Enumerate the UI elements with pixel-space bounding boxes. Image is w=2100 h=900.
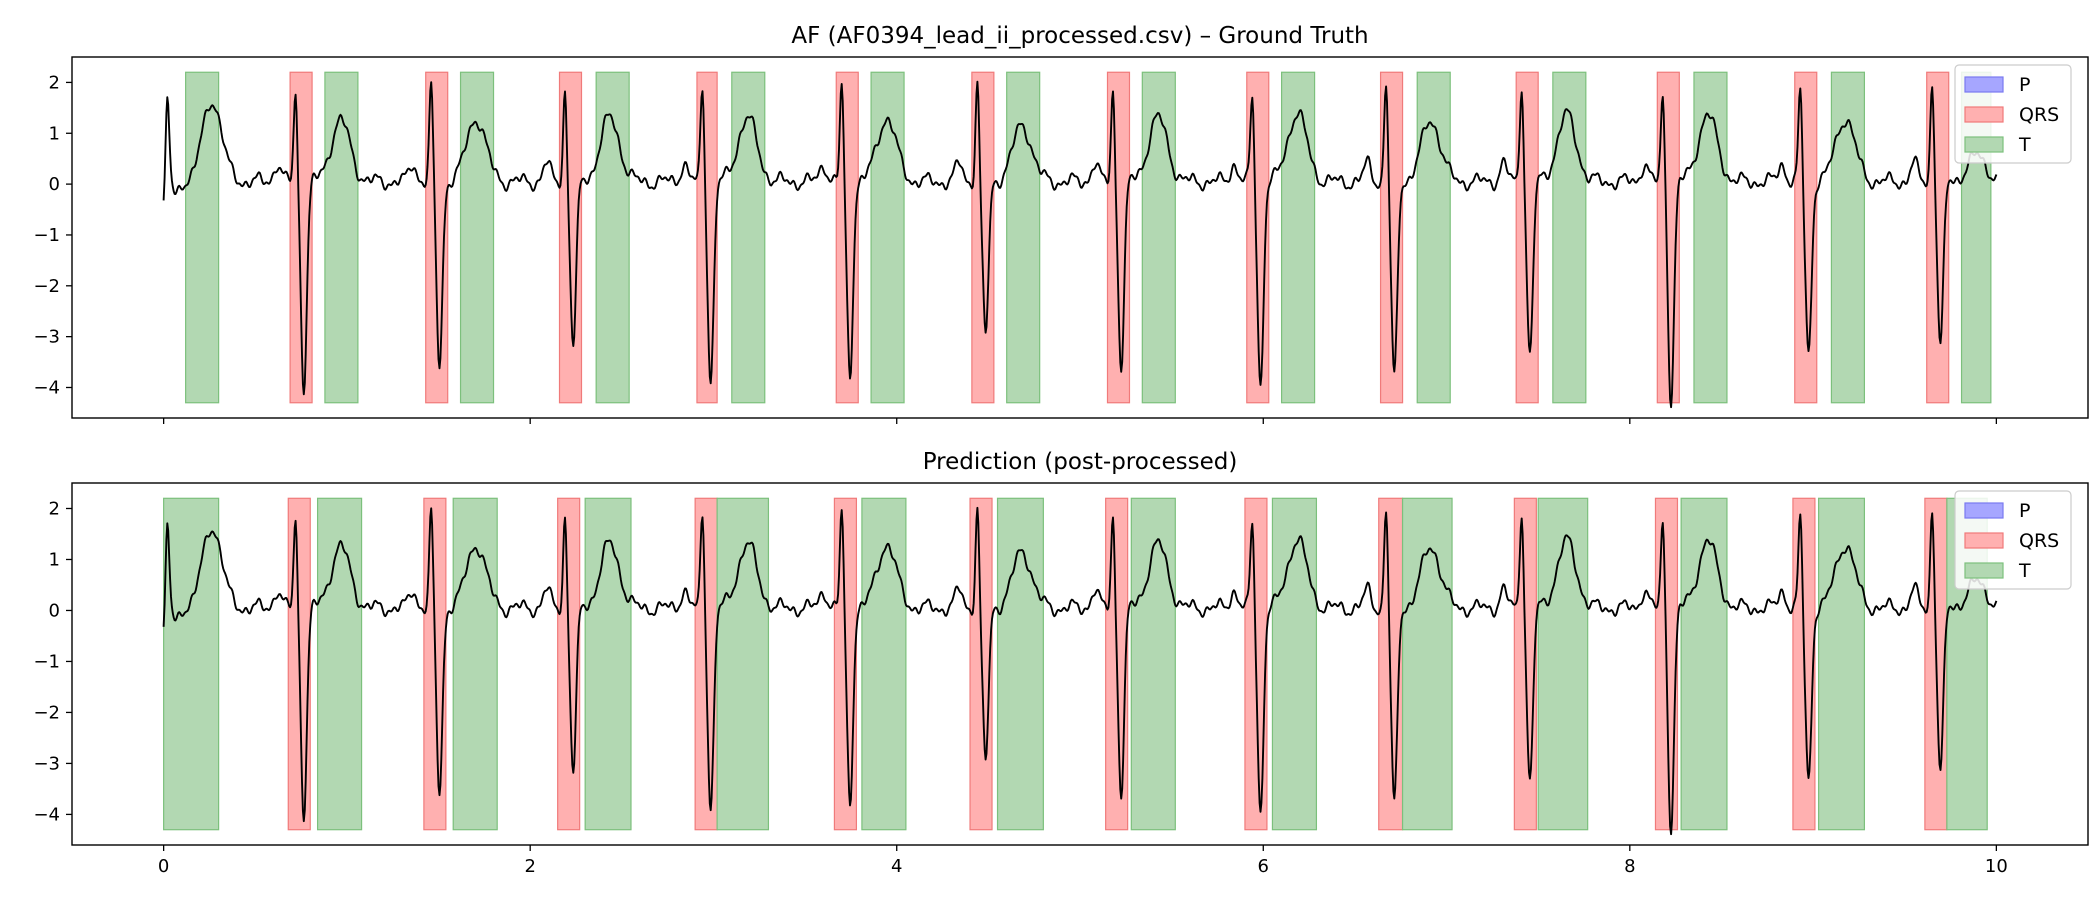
plot-frame bbox=[71, 56, 2089, 419]
x-tick-label: 10 bbox=[1985, 856, 2008, 877]
prediction-signal bbox=[162, 506, 1998, 836]
t-region-band bbox=[316, 497, 363, 831]
t-region-band bbox=[584, 497, 632, 831]
y-tick-label: 0 bbox=[49, 600, 60, 621]
prediction-panel: Prediction (post-processed) 210−1−2−3−40… bbox=[33, 449, 2089, 877]
t-region-band bbox=[1537, 497, 1589, 831]
y-tick-label: −3 bbox=[33, 753, 60, 774]
ground-truth-legend: P QRS T bbox=[1954, 64, 2072, 164]
ground-truth-bands bbox=[185, 71, 1992, 404]
prediction-legend: P QRS T bbox=[1954, 490, 2072, 590]
t-region-band bbox=[1006, 71, 1041, 404]
t-region-band bbox=[1693, 71, 1728, 404]
ground-truth-signal bbox=[162, 80, 1998, 409]
y-tick-label: 2 bbox=[49, 72, 60, 93]
legend-label-p: P bbox=[2019, 500, 2030, 522]
t-region-band bbox=[1416, 71, 1451, 404]
legend-swatch-t bbox=[1964, 562, 2004, 579]
legend-label-t: T bbox=[2018, 134, 2031, 156]
legend-swatch-qrs bbox=[1964, 532, 2004, 549]
t-region-band bbox=[1141, 71, 1176, 404]
t-region-band bbox=[324, 71, 359, 404]
y-tick-label: −2 bbox=[33, 702, 60, 723]
y-tick-label: −1 bbox=[33, 651, 60, 672]
y-tick-label: 1 bbox=[49, 123, 60, 144]
x-tick-label: 0 bbox=[158, 856, 169, 877]
ground-truth-panel: AF (AF0394_lead_ii_processed.csv) – Grou… bbox=[33, 23, 2089, 424]
y-tick-label: −4 bbox=[33, 804, 60, 825]
t-region-band bbox=[870, 71, 905, 404]
t-region-band bbox=[1830, 71, 1866, 404]
legend-label-qrs: QRS bbox=[2019, 104, 2059, 126]
t-region-band bbox=[595, 71, 630, 404]
ecg-signal-line bbox=[162, 506, 1998, 836]
x-tick-label: 6 bbox=[1258, 856, 1269, 877]
legend-label-t: T bbox=[2018, 560, 2031, 582]
t-region-band bbox=[716, 497, 770, 831]
y-tick-label: −3 bbox=[33, 327, 60, 348]
legend-swatch-qrs bbox=[1964, 106, 2004, 123]
ground-truth-title: AF (AF0394_lead_ii_processed.csv) – Grou… bbox=[791, 23, 1368, 49]
t-region-band bbox=[1130, 497, 1176, 831]
y-tick-label: 0 bbox=[49, 174, 60, 195]
qrs-region-band bbox=[558, 71, 583, 404]
ecg-signal-line bbox=[162, 80, 1998, 409]
t-region-band bbox=[1271, 497, 1318, 831]
legend-swatch-t bbox=[1964, 136, 2004, 153]
y-tick-label: 1 bbox=[49, 549, 60, 570]
t-region-band bbox=[1280, 71, 1316, 404]
x-tick-label: 8 bbox=[1624, 856, 1635, 877]
t-region-band bbox=[1401, 497, 1453, 831]
t-region-band bbox=[185, 71, 220, 404]
t-region-band bbox=[1552, 71, 1587, 404]
y-tick-label: −1 bbox=[33, 225, 60, 246]
legend-label-qrs: QRS bbox=[2019, 530, 2059, 552]
t-region-band bbox=[861, 497, 907, 831]
t-region-band bbox=[996, 497, 1044, 831]
prediction-axes: 210−1−2−3−40 2 4 6 8 10 bbox=[33, 482, 2089, 877]
y-tick-label: 2 bbox=[49, 498, 60, 519]
t-region-band bbox=[1680, 497, 1728, 831]
t-region-band bbox=[452, 497, 498, 831]
qrs-region-band bbox=[971, 71, 995, 404]
y-tick-label: −2 bbox=[33, 276, 60, 297]
y-tick-label: −4 bbox=[33, 377, 60, 398]
t-region-band bbox=[1817, 497, 1866, 831]
x-tick-label: 2 bbox=[524, 856, 535, 877]
legend-label-p: P bbox=[2019, 74, 2030, 96]
plot-frame bbox=[71, 482, 2089, 846]
prediction-title: Prediction (post-processed) bbox=[923, 449, 1238, 475]
legend-swatch-p bbox=[1964, 76, 2004, 93]
t-region-band bbox=[731, 71, 766, 404]
t-region-band bbox=[163, 497, 220, 831]
t-region-band bbox=[459, 71, 495, 404]
legend-swatch-p bbox=[1964, 502, 2004, 519]
ground-truth-axes: 2 1 0 −1 −2 −3 −4 bbox=[33, 56, 2089, 424]
x-tick-label: 4 bbox=[891, 856, 902, 877]
qrs-region-band bbox=[1926, 71, 1950, 404]
